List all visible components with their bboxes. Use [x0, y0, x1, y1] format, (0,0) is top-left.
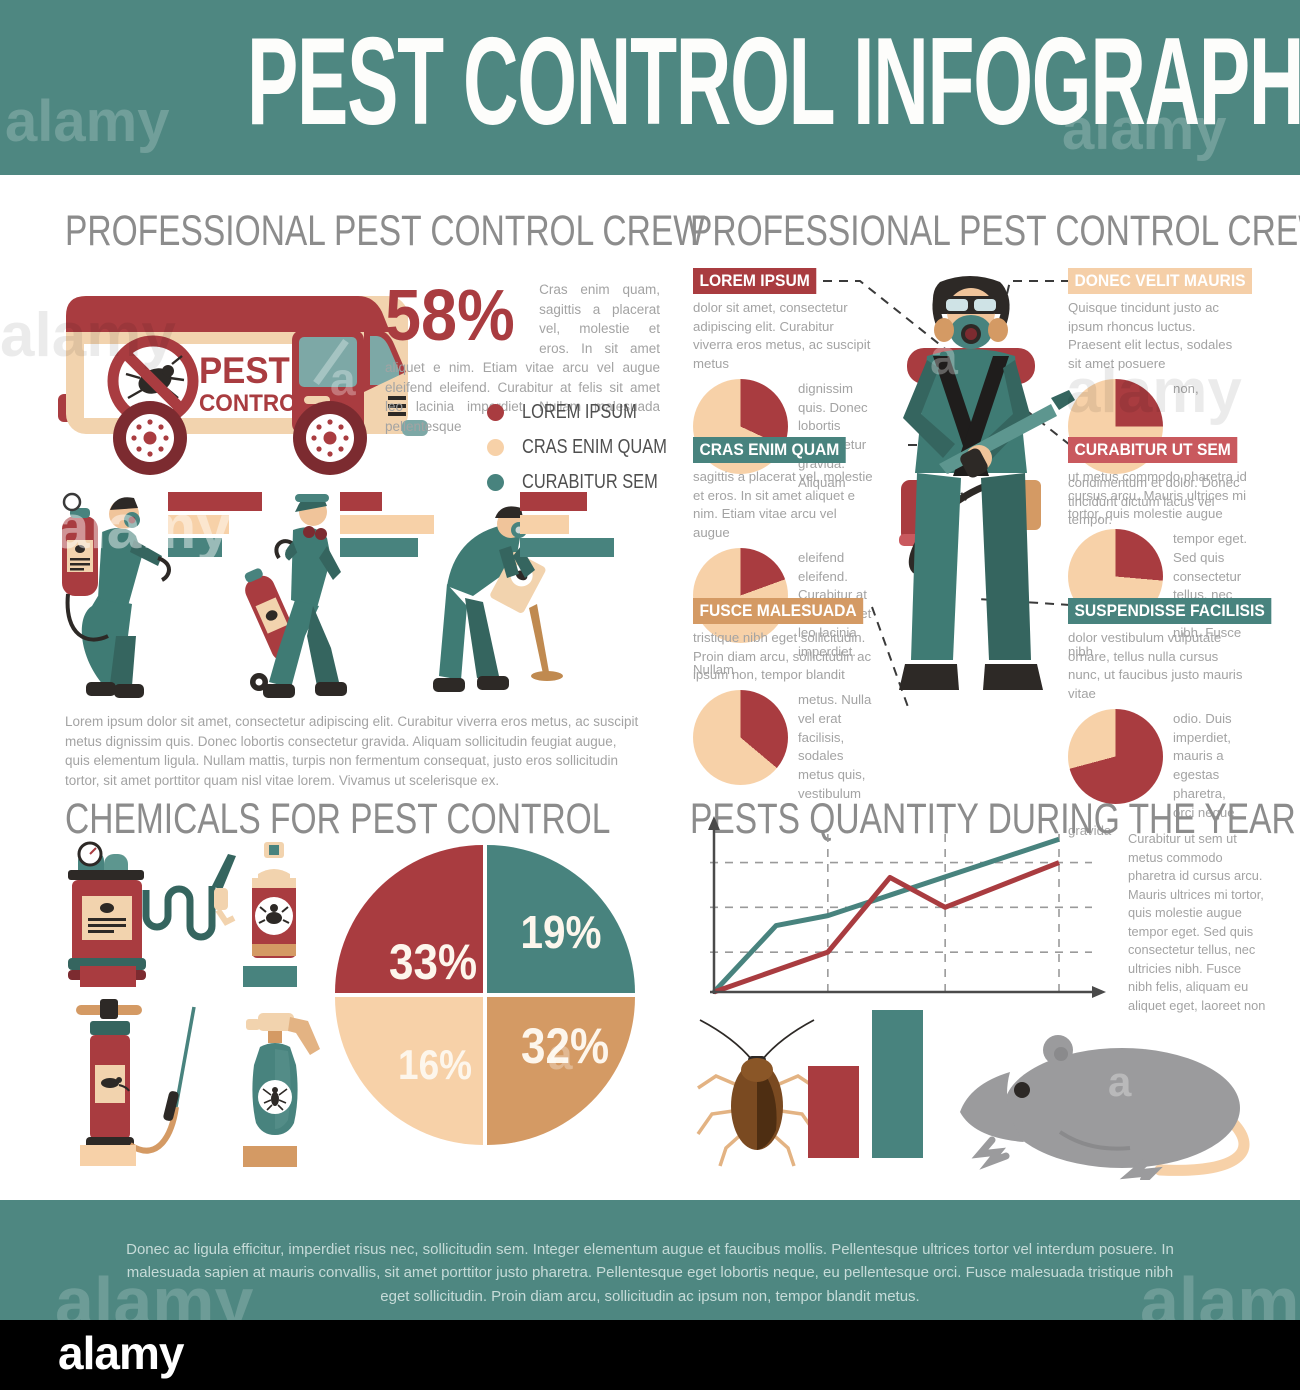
callout-cras-enim: CRAS ENIM QUAM sagittis a placerat vel, … [693, 437, 873, 680]
spray-bottle-illustration [246, 1013, 320, 1135]
stat-block: 58% Cras enim quam, sagittis a placerat … [385, 280, 660, 437]
van-wheel [113, 401, 187, 475]
van-wheel [293, 401, 367, 475]
section1-title: PROFESSIONAL PEST CONTROL CREW [65, 207, 705, 255]
chemical-bar-peach [80, 1145, 136, 1166]
legend-item: CURABITUR SEM [487, 465, 699, 500]
callout-fusce: FUSCE MALESUADA tristique nibh eget soll… [693, 598, 873, 804]
crew-bar [520, 515, 569, 534]
legend-item: LOREM IPSUM [487, 395, 699, 430]
pest-control-van-illustration: PEST CONTROL [58, 296, 428, 475]
callout-intro: ut metus commodo pharetra id cursus arcu… [1068, 469, 1247, 522]
trend-paragraph: Curabitur ut sem ut metus commodo pharet… [1128, 831, 1266, 1013]
pest-control-worker-illustration [899, 276, 1075, 690]
stat-value: 58% [385, 276, 515, 356]
bar-teal [872, 1010, 923, 1158]
pests-bar-chart [808, 1010, 938, 1158]
callout-intro: dolor sit amet, consectetur adipiscing e… [693, 300, 871, 372]
rat-illustration [960, 1035, 1250, 1180]
section3-title: CHEMICALS FOR PEST CONTROL [65, 795, 611, 843]
bar-red [808, 1066, 859, 1158]
alamy-logo: alamy [58, 1327, 184, 1379]
callout-badge: LOREM IPSUM [693, 268, 817, 294]
callout-beside: metus. Nulla vel erat facilisis, sodales… [798, 692, 872, 801]
legend-item: CRAS ENIM QUAM [487, 430, 699, 465]
legend-label: CRAS ENIM QUAM [522, 436, 667, 458]
legend-label: LOREM IPSUM [522, 401, 637, 423]
chemical-bar-teal [243, 966, 297, 987]
crew-bars-3 [520, 492, 616, 561]
alamy-watermark: alamy [5, 89, 170, 154]
legend: LOREM IPSUM CRAS ENIM QUAM CURABITUR SEM [487, 395, 699, 500]
callout-badge: CRAS ENIM QUAM [693, 437, 846, 463]
pie-label-32: 32% [521, 1018, 610, 1074]
hand-pump-illustration [76, 999, 196, 1154]
chemical-bar-tan [243, 1146, 297, 1167]
legend-dot [487, 439, 504, 456]
pie-label-16: 16% [398, 1041, 473, 1088]
crew-bar [168, 515, 230, 534]
callout-beside: odio. Duis imperdiet, mauris a egestas p… [1068, 710, 1235, 839]
section4-title: PESTS QUANTITY DURING THE YEAR [690, 795, 1296, 843]
callout-intro: dolor vestibulum vulputate ornare, tellu… [1068, 630, 1243, 702]
crew-bar [340, 492, 383, 511]
section2-title: PROFESSIONAL PEST CONTROL CREW [690, 207, 1300, 255]
callout-suspendisse: SUSPENDISSE FACILISIS dolor vestibulum v… [1068, 598, 1272, 841]
pests-line-chart [708, 816, 1106, 998]
footer-paragraph: Donec ac ligula efficitur, imperdiet ris… [126, 1241, 1174, 1305]
pie-label-33: 33% [389, 934, 478, 990]
poster-title: PEST CONTROL INFOGRAPHICS [247, 13, 1300, 151]
stat-text: Cras enim quam, sagittis a placerat vel,… [385, 282, 660, 434]
callout-badge: CURABITUR UT SEM [1068, 437, 1238, 463]
worker-trolley-illustration [244, 494, 347, 698]
callout-intro: sagittis a placerat vel, molestie et ero… [693, 469, 873, 541]
crew-bar [168, 492, 262, 511]
spray-can-illustration [252, 842, 296, 958]
worker-sprayer-illustration [62, 492, 171, 698]
callout-lorem-ipsum: LOREM IPSUM dolor sit amet, consectetur … [693, 268, 873, 492]
chemicals-pie-chart: 33% 19% 32% 16% [335, 845, 635, 1145]
callout-beside: non, condimentum et dolor. Donec tincidu… [1068, 380, 1240, 528]
callout-intro: tristique nibh eget sollicitudin. Proin … [693, 630, 872, 683]
crew-bar [168, 538, 222, 557]
legend-dot [487, 474, 504, 491]
crew-bar [520, 538, 614, 557]
callout-badge: DONEC VELIT MAURIS [1068, 268, 1253, 294]
gas-sprayer-illustration [68, 841, 236, 980]
crew-bar [340, 538, 419, 557]
crew-paragraph: Lorem ipsum dolor sit amet, consectetur … [65, 714, 639, 788]
callout-pie-chart [693, 690, 788, 786]
worker-pouring-illustration [433, 506, 563, 692]
crew-bars-2 [340, 492, 436, 561]
callout-badge: FUSCE MALESUADA [693, 598, 864, 624]
callout-pie-chart [1068, 708, 1163, 804]
legend-label: CURABITUR SEM [522, 471, 658, 493]
pie-label-19: 19% [520, 906, 602, 958]
crew-bar [520, 492, 587, 511]
crew-bar [340, 515, 434, 534]
alamy-bar: alamy Image ID: 2EBKB7W www.alamy.com [0, 1320, 1300, 1390]
crew-bars-1 [168, 492, 264, 561]
callout-badge: SUSPENDISSE FACILISIS [1068, 598, 1272, 624]
callout-pie-chart [693, 547, 788, 643]
svg-text:CONTROL: CONTROL [199, 389, 310, 416]
legend-dot [487, 404, 504, 421]
svg-text:PEST: PEST [199, 350, 290, 391]
cockroach-illustration [696, 1019, 818, 1167]
callout-intro: Quisque tincidunt justo ac ipsum rhoncus… [1068, 300, 1233, 372]
chemical-bar-red [80, 966, 136, 987]
